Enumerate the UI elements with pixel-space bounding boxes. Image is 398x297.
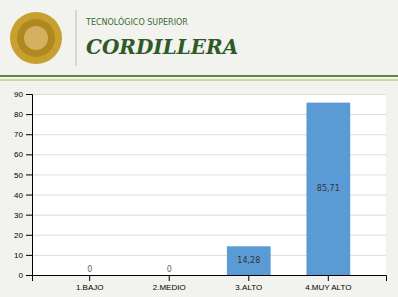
y-tick-label: 70: [14, 130, 23, 139]
y-tick-mark: [26, 275, 32, 276]
logo-ring: [24, 26, 48, 50]
y-tick-mark: [26, 195, 32, 196]
grid-tick: [32, 94, 386, 95]
y-tick-label: 80: [14, 110, 23, 119]
x-tick-label: 2.MEDIO: [153, 283, 186, 292]
bar: [147, 275, 191, 276]
y-tick-mark: [26, 215, 32, 216]
y-tick: 70: [14, 130, 32, 139]
x-tick: 2.MEDIO: [153, 275, 186, 292]
y-tick: 60: [14, 150, 32, 159]
y-axis-line: [26, 95, 33, 276]
y-tick-label: 60: [14, 150, 23, 159]
bars: [227, 103, 350, 275]
x-tick: 1.BAJO: [76, 275, 104, 292]
x-tick-mark: [248, 275, 249, 281]
y-tick-mark: [26, 114, 32, 115]
header-rule: [0, 80, 398, 81]
data-labels: 0 0 14,28 85,71: [87, 184, 340, 274]
y-tick: 50: [14, 171, 32, 180]
y-tick-label: 40: [14, 191, 23, 200]
y-tick: 90: [14, 90, 32, 99]
x-axis-line: [33, 276, 387, 282]
header-separator: [76, 10, 77, 66]
x-tick: 3.ALTO: [235, 275, 262, 292]
subtitle: TECNOLÓGICO SUPERIOR: [85, 16, 188, 27]
data-label: 85,71: [317, 184, 340, 193]
y-tick-label: 30: [14, 211, 23, 220]
header-background: [0, 0, 398, 82]
y-tick: 40: [14, 191, 32, 200]
logo: [10, 12, 62, 64]
y-tick-label: 90: [14, 90, 23, 99]
y-tick: 10: [14, 251, 32, 260]
y-tick-mark: [26, 154, 32, 155]
y-tick-mark: [26, 174, 32, 175]
bar: [68, 275, 112, 276]
x-axis: 1.BAJO 2.MEDIO 3.ALTO 4.MUY ALTO: [33, 275, 387, 292]
y-tick-mark: [26, 94, 32, 95]
x-tick: 4.MUY ALTO: [305, 275, 351, 292]
data-label: 0: [87, 265, 92, 274]
y-tick-label: 10: [14, 251, 23, 260]
y-tick-mark: [26, 255, 32, 256]
x-tick-label: 4.MUY ALTO: [305, 283, 351, 292]
logo-ring: [10, 12, 62, 64]
logo-ring: [17, 19, 55, 57]
y-tick-mark: [26, 235, 32, 236]
y-tick: 30: [14, 211, 32, 220]
x-tick-mark: [328, 275, 329, 281]
y-axis: 0 10 20 30 40 50 60 70 80 90: [14, 90, 32, 280]
bar: [227, 246, 271, 275]
title: CORDILLERA: [86, 35, 238, 59]
x-tick-label: 3.ALTO: [235, 283, 262, 292]
y-tick: 80: [14, 110, 32, 119]
chart: TECNOLÓGICO SUPERIOR CORDILLERA 1.BAJO 2.ME…: [0, 0, 398, 297]
data-label: 14,28: [237, 256, 260, 265]
bar: [306, 103, 350, 275]
grid-line: [32, 94, 386, 95]
plot: 1.BAJO 2.MEDIO 3.ALTO 4.MUY ALTO 0 10 20 30 40 50…: [14, 90, 386, 292]
x-tick-mark: [169, 275, 170, 281]
y-tick-mark: [26, 134, 32, 135]
data-label: 0: [167, 265, 172, 274]
x-tick-label: 1.BAJO: [76, 283, 104, 292]
y-tick-label: 50: [14, 171, 23, 180]
y-tick-label: 20: [14, 231, 23, 240]
x-tick-mark: [89, 275, 90, 281]
y-tick: 0: [19, 271, 32, 280]
y-tick-label: 0: [19, 271, 24, 280]
header-rule: [0, 75, 398, 77]
y-tick: 20: [14, 231, 32, 240]
plot-background: [32, 94, 386, 275]
header: TECNOLÓGICO SUPERIOR CORDILLERA: [0, 0, 398, 82]
grid: [32, 95, 386, 276]
